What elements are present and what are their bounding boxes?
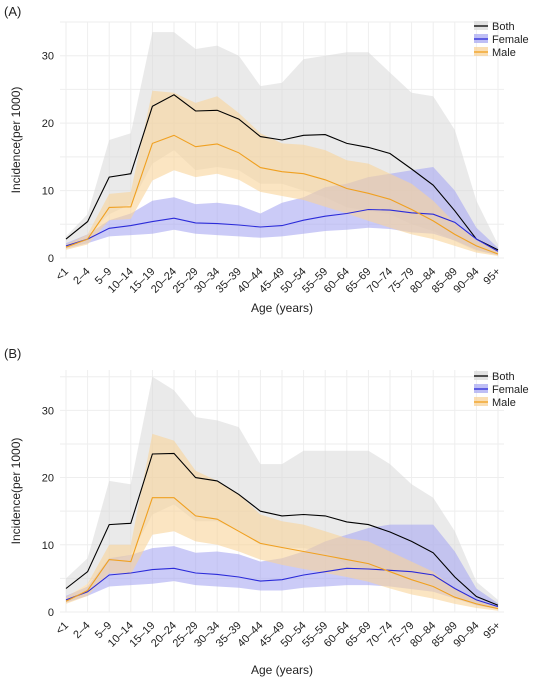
series-line-female [65,567,499,608]
y-tick-label: 30 [42,51,54,63]
legend-label: Male [492,47,516,59]
series-line-female [65,208,499,252]
series-line-both [65,94,499,251]
legend-label: Female [492,34,529,46]
y-axis-title: Incidence(per 1000) [9,87,23,194]
y-tick-label: 0 [48,607,54,619]
y-axis-title: Incidence(per 1000) [9,438,23,545]
confidence-band-male [66,433,498,611]
series-line-both [65,452,499,606]
x-axis-title: Age (years) [251,663,313,677]
y-tick-label: 20 [42,473,54,485]
y-tick-label: 20 [42,118,54,130]
panel-label: (B) [4,346,21,361]
x-tick-label: <1 [54,266,71,283]
x-tick-label: 2–4 [71,266,92,287]
y-tick-label: 0 [48,253,54,265]
legend-label: Both [492,371,515,383]
panel-label: (A) [4,4,21,19]
confidence-band-female [66,524,498,610]
legend-label: Male [492,397,516,409]
x-tick-label: 2–4 [71,620,92,641]
y-tick-label: 10 [42,186,54,198]
x-axis-title: Age (years) [251,301,313,315]
x-tick-label: 95+ [481,620,503,642]
series-line-male [65,134,499,255]
y-tick-label: 30 [42,405,54,417]
legend-label: Female [492,384,529,396]
series-line-male [65,497,499,610]
x-tick-label: <1 [54,620,71,637]
y-tick-label: 10 [42,540,54,552]
confidence-band-male [66,90,498,256]
x-tick-label: 95+ [481,266,503,288]
legend-label: Both [492,21,515,33]
